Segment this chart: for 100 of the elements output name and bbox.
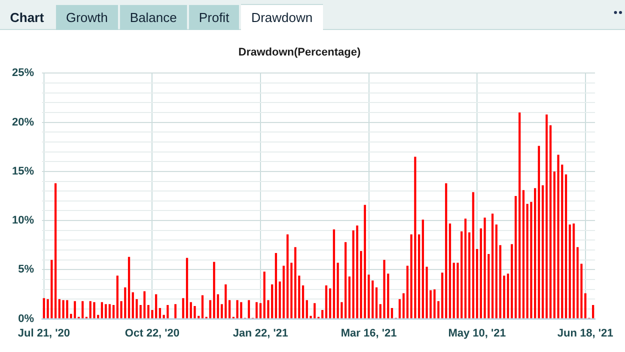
bar bbox=[314, 303, 316, 318]
text: Profit bbox=[188, 5, 240, 30]
bar bbox=[128, 256, 130, 318]
bar bbox=[190, 302, 192, 318]
bar bbox=[495, 224, 498, 318]
bar bbox=[302, 285, 304, 318]
bar bbox=[484, 218, 486, 318]
bar bbox=[491, 214, 494, 318]
bar bbox=[213, 262, 216, 318]
bar bbox=[186, 258, 188, 318]
bar bbox=[124, 287, 126, 318]
bar bbox=[174, 304, 176, 318]
bar bbox=[344, 242, 347, 318]
y-tick-label: 20% bbox=[12, 116, 34, 128]
bar bbox=[383, 260, 386, 318]
bar bbox=[364, 204, 366, 318]
bar bbox=[132, 292, 134, 318]
bar bbox=[414, 156, 416, 318]
bar bbox=[549, 125, 552, 318]
bar bbox=[216, 294, 220, 318]
bar bbox=[54, 183, 57, 318]
bar bbox=[506, 274, 510, 318]
bar bbox=[100, 302, 104, 318]
bar bbox=[50, 260, 53, 318]
x-tick-label: Jun 18, '21 bbox=[557, 327, 614, 340]
bar bbox=[158, 308, 162, 318]
bar bbox=[263, 272, 266, 318]
bar bbox=[147, 305, 150, 318]
bar bbox=[116, 276, 118, 318]
y-tick-label: 10% bbox=[12, 214, 34, 227]
y-tick-label: 5% bbox=[18, 264, 34, 276]
bar bbox=[592, 305, 594, 318]
bar bbox=[422, 220, 424, 318]
x-tick-label: Mar 16, '21 bbox=[340, 327, 397, 340]
bar bbox=[518, 112, 521, 318]
bar bbox=[418, 234, 420, 318]
bar bbox=[522, 190, 525, 318]
bar bbox=[406, 266, 409, 318]
bar bbox=[564, 174, 568, 318]
bar bbox=[329, 288, 332, 318]
text: Growth bbox=[56, 5, 118, 30]
bar bbox=[58, 299, 60, 318]
bar bbox=[460, 231, 463, 318]
bar bbox=[62, 300, 64, 318]
bar bbox=[572, 224, 575, 318]
x-tick-label: Oct 22, '20 bbox=[124, 327, 180, 340]
bar bbox=[104, 304, 107, 318]
bar bbox=[271, 284, 274, 318]
bar bbox=[580, 264, 583, 318]
bar bbox=[236, 300, 238, 318]
bar bbox=[259, 303, 262, 318]
bar bbox=[74, 301, 76, 318]
bar bbox=[294, 247, 296, 318]
x-tick-label: Jul 21, '20 bbox=[18, 327, 70, 340]
bar bbox=[155, 294, 158, 318]
bar bbox=[332, 229, 336, 318]
bar bbox=[93, 302, 96, 318]
bar bbox=[201, 295, 204, 318]
bar bbox=[89, 301, 92, 318]
bar bbox=[240, 302, 242, 318]
bar bbox=[546, 114, 548, 318]
bar bbox=[464, 218, 467, 318]
bar bbox=[557, 154, 560, 318]
bar bbox=[194, 306, 196, 318]
bar bbox=[445, 183, 448, 318]
text: Drawdown bbox=[241, 4, 323, 30]
bar bbox=[584, 293, 586, 318]
bar bbox=[402, 293, 405, 318]
x-tick-label: Jan 22, '21 bbox=[232, 327, 288, 340]
bar bbox=[42, 298, 46, 318]
bar bbox=[70, 314, 72, 318]
bar bbox=[325, 285, 328, 318]
text: Balance bbox=[120, 5, 187, 30]
bar bbox=[360, 251, 362, 318]
bar bbox=[224, 284, 227, 318]
bar bbox=[390, 308, 394, 318]
bar bbox=[356, 225, 358, 318]
bar bbox=[108, 304, 111, 318]
bar bbox=[448, 224, 452, 318]
text: Chart bbox=[9, 9, 45, 27]
bar bbox=[526, 204, 528, 318]
y-tick-label: 0% bbox=[18, 312, 34, 325]
bar bbox=[182, 298, 184, 318]
bar bbox=[82, 301, 84, 318]
bar bbox=[336, 262, 339, 318]
bar bbox=[452, 262, 455, 318]
bar bbox=[166, 305, 169, 318]
bar bbox=[286, 234, 289, 318]
bar bbox=[375, 287, 378, 318]
bar bbox=[534, 188, 536, 318]
x-tick-label: May 10, '21 bbox=[448, 327, 506, 340]
bar bbox=[568, 224, 571, 318]
bar bbox=[66, 300, 68, 318]
y-tick-label: 25% bbox=[12, 67, 34, 80]
bar bbox=[143, 291, 146, 318]
bar bbox=[248, 300, 250, 318]
bar bbox=[256, 302, 258, 318]
y-tick-label: 15% bbox=[12, 165, 34, 178]
bar bbox=[538, 146, 540, 318]
chart-title: Drawdown(Percentage) bbox=[238, 46, 361, 59]
